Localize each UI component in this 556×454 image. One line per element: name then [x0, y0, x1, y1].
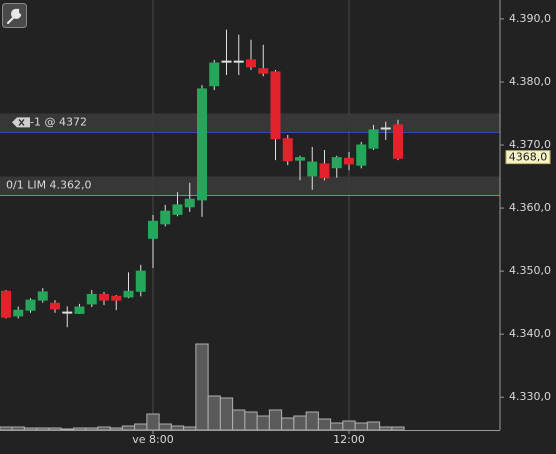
- volume-bar: [0, 426, 13, 431]
- y-tick-label: 4.380,0: [509, 75, 551, 88]
- volume-bar: [232, 409, 246, 431]
- candle-body: [148, 220, 158, 239]
- volume-bar: [183, 426, 197, 431]
- candle-body: [13, 309, 24, 317]
- volume-bar: [244, 411, 258, 431]
- volume-bar: [330, 422, 344, 431]
- candle-body: [356, 144, 367, 166]
- volume-bar: [109, 427, 123, 431]
- order-band: [0, 113, 500, 132]
- candle-body: [99, 293, 109, 301]
- volume-bar: [195, 343, 209, 431]
- y-tick-label: 4.390,0: [509, 12, 551, 25]
- candle-body: [184, 198, 195, 208]
- volume-bar: [11, 426, 25, 431]
- candle-body: [270, 71, 281, 140]
- orders-layer: -1 @ 4372 0/1 LIM 4.362,0: [0, 113, 500, 197]
- candle-body: [135, 270, 146, 292]
- order-band: [0, 176, 500, 195]
- volume-bar: [146, 413, 160, 431]
- settings-button[interactable]: [2, 3, 27, 28]
- candle-body: [344, 157, 354, 165]
- volume-bar: [60, 428, 74, 431]
- candle-body: [282, 138, 293, 162]
- volume-bar: [36, 427, 50, 431]
- y-tick-label: 4.370,0: [509, 138, 551, 151]
- candle-body: [233, 60, 244, 63]
- volume-bar: [170, 425, 185, 431]
- volume-bar: [293, 415, 307, 431]
- candle-body: [258, 68, 269, 74]
- y-tick-label: 4.340,0: [509, 327, 551, 340]
- volume-bar: [268, 409, 283, 431]
- candle-body: [74, 306, 85, 314]
- candle-body: [197, 88, 207, 201]
- volume-bar: [354, 422, 368, 431]
- candle-body: [123, 290, 134, 298]
- candle-body: [319, 163, 330, 179]
- candle-body: [86, 293, 97, 305]
- volume-bar: [158, 423, 172, 431]
- x-tick-label: ve 8:00: [132, 433, 173, 446]
- candle-body: [160, 210, 171, 225]
- volume-bar: [219, 397, 234, 431]
- order-cancel-x: [18, 118, 25, 126]
- candle-body: [50, 302, 60, 310]
- volume-layer: [0, 343, 405, 431]
- candle-body: [172, 204, 183, 215]
- y-tick-label: 4.350,0: [509, 264, 551, 277]
- last-price-tag: [505, 150, 551, 165]
- order-label[interactable]: 0/1 LIM 4.362,0: [6, 178, 92, 191]
- volume-bar: [391, 426, 405, 431]
- axis-layer: 4.390,0 4.380,0 4.370,0 4.360,0 4.350,0 4.340…: [0, 0, 551, 446]
- volume-bar: [317, 418, 332, 431]
- volume-bar: [97, 426, 111, 431]
- volume-bar: [134, 423, 148, 431]
- wrench-icon: [6, 8, 22, 25]
- candle-body: [111, 295, 122, 301]
- y-tick-label: 4.360,0: [509, 201, 551, 214]
- candle-body: [368, 129, 379, 149]
- volume-bar: [256, 415, 270, 431]
- volume-bar: [342, 420, 356, 431]
- candle-body: [393, 124, 403, 159]
- candle-body: [307, 161, 318, 177]
- candle-body: [1, 290, 11, 318]
- candles-layer: [1, 29, 403, 328]
- candle-body: [25, 299, 36, 311]
- candle-body: [380, 127, 391, 130]
- volume-bar: [23, 427, 38, 431]
- order-label[interactable]: -1 @ 4372: [30, 115, 87, 128]
- last-price-label: 4368,0: [509, 151, 548, 164]
- candle-body: [246, 59, 256, 68]
- volume-bar: [85, 427, 99, 431]
- volume-bar: [379, 426, 393, 431]
- candle-body: [37, 291, 48, 301]
- y-tick-label: 4.330,0: [509, 390, 551, 403]
- candle-body: [295, 157, 305, 161]
- volume-bar: [121, 425, 136, 431]
- volume-bar: [281, 417, 295, 431]
- candle-body: [209, 62, 220, 87]
- volume-bar: [207, 395, 221, 431]
- candle-body: [221, 60, 232, 63]
- volume-bar: [48, 427, 62, 431]
- volume-bar: [366, 421, 381, 431]
- candle-body: [62, 311, 73, 314]
- candle-body: [331, 157, 342, 169]
- volume-bar: [72, 427, 87, 431]
- x-tick-label: 12:00: [333, 433, 365, 446]
- volume-bar: [305, 411, 319, 431]
